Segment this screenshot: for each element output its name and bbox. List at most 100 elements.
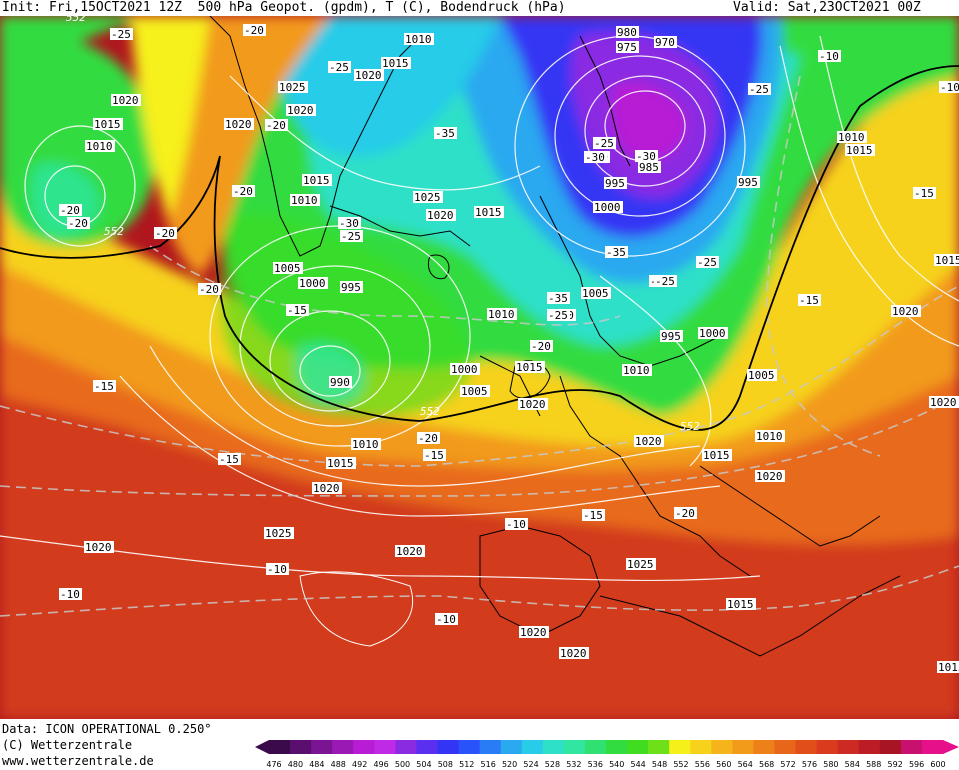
temperature-label-text: -20	[199, 283, 219, 296]
temperature-label-text: -15	[219, 453, 239, 466]
pressure-label-text: 1000	[699, 327, 726, 340]
colorbar-tick-label: 540	[609, 760, 624, 769]
colorbar-cell	[921, 740, 944, 754]
temperature-label-box	[582, 509, 605, 521]
temperature-label: -35	[605, 246, 628, 259]
pressure-label-box	[298, 277, 328, 289]
colorbar-tick-label: 548	[652, 760, 667, 769]
temperature-label-text: -15	[799, 294, 819, 307]
pressure-label-box	[929, 396, 959, 408]
pressure-label-box	[286, 104, 316, 116]
temperature-label: -20	[154, 227, 177, 240]
colorbar-legend: 476 480 484 488 492 496 500 504 508 512 516 520 524 5…	[255, 740, 959, 769]
pressure-label-box	[891, 305, 921, 317]
pressure-label-text: 1010	[756, 430, 783, 443]
pressure-label: 1020	[312, 482, 342, 495]
colorbar-cell	[353, 740, 375, 754]
init-time: Init: Fri,15OCT2021 12Z	[2, 0, 183, 15]
temperature-label: -20	[67, 217, 90, 230]
pressure-label-text: 1020	[427, 209, 454, 222]
pressure-label: 1010	[404, 33, 434, 46]
temperature-label-box	[417, 432, 440, 444]
pressure-label-box	[395, 545, 425, 557]
pressure-label: 990	[329, 376, 352, 389]
pressure-label-text: 1020	[756, 470, 783, 483]
pressure-label-text: 1015	[703, 449, 730, 462]
temperature-label: -20	[674, 507, 697, 520]
pressure-label-text: 970	[655, 36, 675, 49]
geopot-label: 552	[66, 16, 86, 24]
pressure-label-text: 1020	[85, 541, 112, 554]
pressure-label-text: 1015	[846, 144, 873, 157]
pressure-label-text: 1025	[414, 191, 441, 204]
colorbar-cell	[669, 740, 691, 754]
colorbar-cell	[606, 740, 628, 754]
temperature-labels: -25 -20-25-20-30-25-20-20-35-30-25-25-30-…	[59, 24, 959, 626]
colorbar-cell	[290, 740, 312, 754]
pressure-label-box	[329, 376, 352, 388]
colorbar-ticks: 476 480 484 488 492 496 500 504 508 512 516 520 524 5…	[266, 760, 945, 769]
colorbar-cell	[795, 740, 818, 754]
temperature-label-text: -35	[548, 292, 568, 305]
colorbar-cell	[648, 740, 670, 754]
temperature-label: -10	[435, 613, 458, 626]
pressure-label-box	[726, 598, 756, 610]
temperature-label-box	[547, 309, 570, 321]
pressure-label: 1020	[84, 541, 114, 554]
temperature-label: -25	[696, 256, 719, 269]
pressure-label-text: 1020	[520, 626, 547, 639]
weather-map[interactable]: 1010 1015 1020 1025 1020 1020 1020 1015 1010 1015…	[0, 16, 959, 719]
pressure-label: 1015	[726, 598, 756, 611]
temperature-label-box	[435, 613, 458, 625]
pressure-label-box	[84, 541, 114, 553]
pressure-label-text: 995	[738, 176, 758, 189]
pressure-label-text: 1015	[516, 361, 543, 374]
temperature-label-text: -20	[418, 432, 438, 445]
data-source: Data: ICON OPERATIONAL 0.250°	[2, 722, 212, 736]
temperature-label: -15	[218, 453, 241, 466]
pressure-label: 1010	[351, 438, 381, 451]
pressure-label-box	[593, 201, 623, 213]
pressure-label-text: 1020	[287, 104, 314, 117]
temperature-label: -20	[265, 119, 288, 132]
pressure-label: 1010	[622, 364, 652, 377]
temperature-label-box	[818, 50, 841, 62]
temperature-label: -25	[593, 137, 616, 150]
temperature-label-box	[154, 227, 177, 239]
temperature-label: -10	[939, 81, 959, 94]
pressure-label-text: 1010	[352, 438, 379, 451]
pressure-label-text: 1010	[291, 194, 318, 207]
temperature-label: -10	[818, 50, 841, 63]
pressure-label-text: 1015	[935, 254, 959, 267]
pressure-label: 1000	[450, 363, 480, 376]
temperature-label-text: -20	[244, 24, 264, 37]
colorbar-cell	[879, 740, 902, 754]
pressure-label: 1010	[290, 194, 320, 207]
colorbar-cell	[690, 740, 712, 754]
temperature-label-box	[59, 588, 82, 600]
pressure-label-text: 975	[617, 41, 637, 54]
colorbar-tick-label: 536	[588, 760, 603, 769]
temperature-label-box	[605, 246, 628, 258]
colorbar-tick-label: 600	[930, 760, 945, 769]
temperature-label-box	[243, 24, 266, 36]
pressure-label-text: 995	[661, 330, 681, 343]
pressure-label-box	[354, 69, 384, 81]
colorbar-cell	[816, 740, 839, 754]
pressure-label: 995	[604, 177, 627, 190]
pressure-label-text: 1000	[451, 363, 478, 376]
temperature-label: -35	[547, 292, 570, 305]
colorbar-cell	[542, 740, 565, 754]
pressure-label: 1020	[395, 545, 425, 558]
pressure-label: 1020	[929, 396, 959, 409]
pressure-label: 1010	[487, 308, 517, 321]
source-url[interactable]: www.wetterzentrale.de	[2, 754, 154, 768]
temperature-label: -30	[584, 151, 607, 164]
pressure-label-text: 1005	[274, 262, 301, 275]
pressure-label: 1015	[381, 57, 411, 70]
pressure-label-text: 995	[605, 177, 625, 190]
pressure-label-box	[638, 161, 661, 173]
pressure-label-box	[487, 308, 517, 320]
colorbar-cell	[311, 740, 333, 754]
pressure-label: 1015	[326, 457, 356, 470]
